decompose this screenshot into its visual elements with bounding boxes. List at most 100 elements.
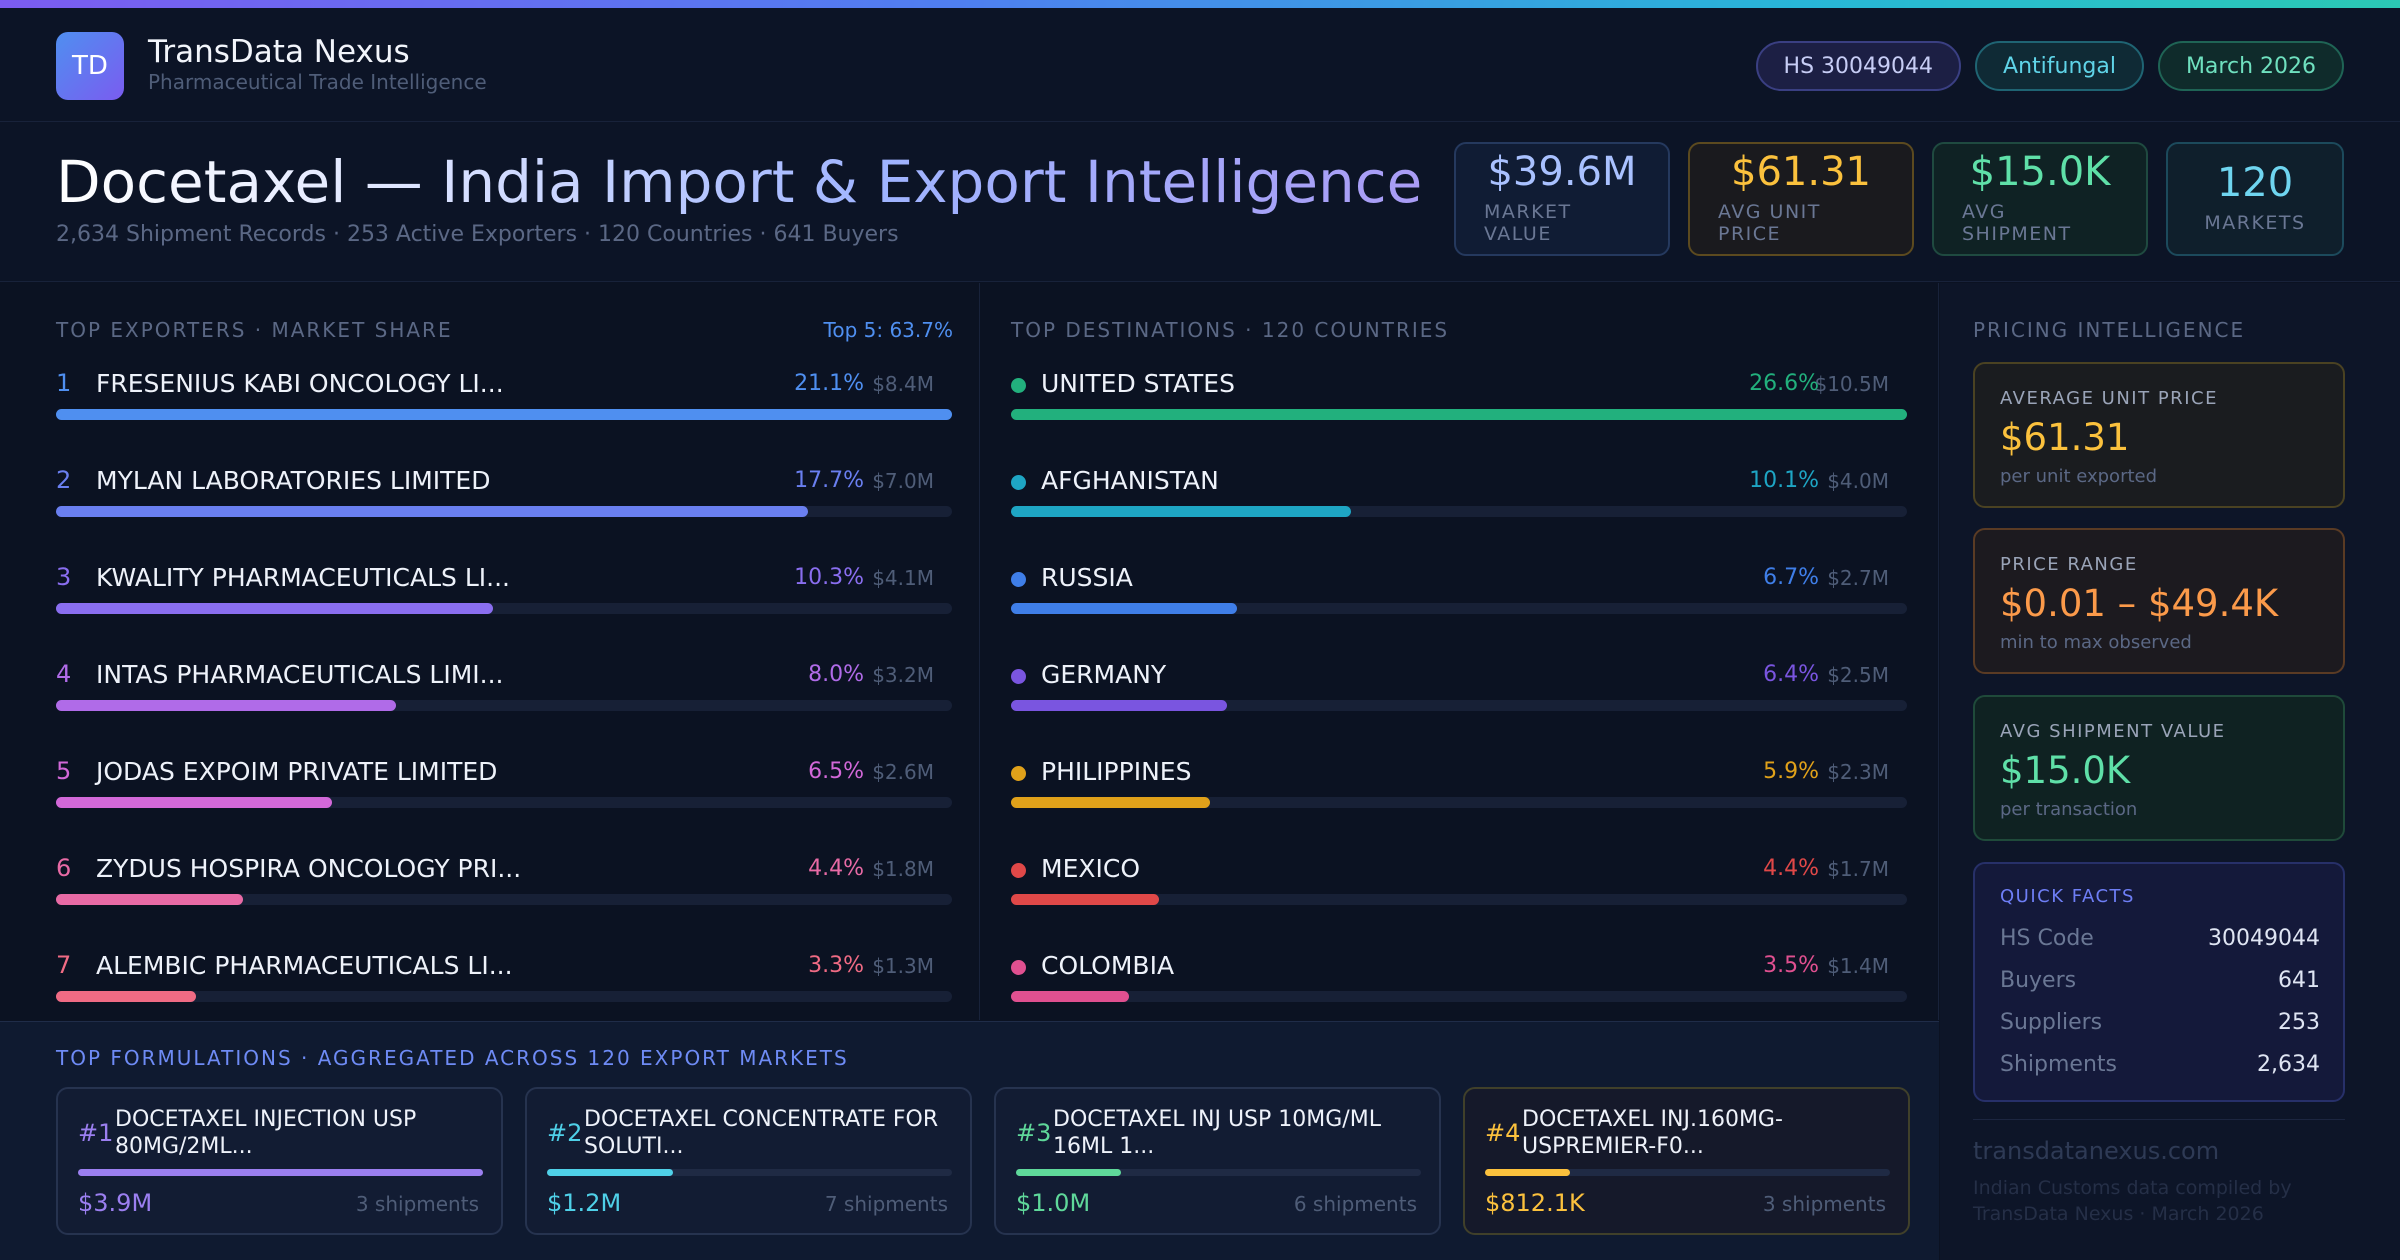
share-bar-fill xyxy=(56,991,197,1002)
formulation-bar-track xyxy=(1016,1169,1421,1176)
exporter-value: $2.6M xyxy=(872,760,934,784)
exporter-rank: 1 xyxy=(56,369,72,397)
sidebar-divider xyxy=(1973,1119,2345,1120)
kpi-value: $61.31 xyxy=(1731,149,1871,195)
formulation-bar-fill xyxy=(547,1169,673,1176)
date-pill[interactable]: March 2026 xyxy=(2157,41,2344,91)
formulation-name: DOCETAXEL INJ.160MG-USPREMIER-F0... xyxy=(1522,1107,1783,1159)
formulation-value: $3.9M xyxy=(78,1189,153,1217)
exporter-value: $7.0M xyxy=(872,469,934,493)
share-bar-track xyxy=(1011,506,1907,517)
share-bar-fill xyxy=(1011,797,1210,808)
hs-code-pill[interactable]: HS 30049044 xyxy=(1755,41,1962,91)
share-bar-track xyxy=(56,894,952,905)
formulation-shipments: 7 shipments xyxy=(824,1192,948,1216)
destination-name: GERMANY xyxy=(1041,660,1167,689)
share-bar-track xyxy=(56,797,952,808)
card-label: PRICE RANGE xyxy=(2000,554,2138,575)
kpi-label: MARKETS xyxy=(2204,212,2306,234)
formulation-bar-fill xyxy=(78,1169,483,1176)
title-section: Docetaxel — India Import & Export Intell… xyxy=(0,122,2400,282)
exporter-name: JODAS EXPOIM PRIVATE LIMITED xyxy=(96,757,498,786)
exporter-share-percent: 10.3% xyxy=(794,565,864,590)
avg-unit-price-card: AVERAGE UNIT PRICE $61.31 per unit expor… xyxy=(1973,362,2345,508)
share-bar-track xyxy=(56,506,952,517)
pricing-section-label: PRICING INTELLIGENCE xyxy=(1973,318,2246,342)
formulation-value: $812.1K xyxy=(1485,1189,1585,1217)
exporter-name: ZYDUS HOSPIRA ONCOLOGY PRI... xyxy=(96,854,522,883)
destination-share-percent: 6.4% xyxy=(1763,662,1819,687)
formulation-value: $1.2M xyxy=(547,1189,622,1217)
destination-value: $2.3M xyxy=(1827,760,1889,784)
fact-value: 2,634 xyxy=(2257,1052,2320,1077)
country-dot-icon xyxy=(1011,669,1026,684)
share-bar-fill xyxy=(1011,409,1907,420)
formulation-card[interactable]: #3 DOCETAXEL INJ USP 10MG/ML 16ML 1... $1.… xyxy=(994,1087,1441,1235)
pricing-sidebar: PRICING INTELLIGENCE AVERAGE UNIT PRICE … xyxy=(1940,283,2400,1260)
formulation-value: $1.0M xyxy=(1016,1189,1091,1217)
destination-share-percent: 5.9% xyxy=(1763,759,1819,784)
destination-value: $2.7M xyxy=(1827,566,1889,590)
formulation-card[interactable]: #4 DOCETAXEL INJ.160MG-USPREMIER-F0... $81… xyxy=(1463,1087,1910,1235)
exporter-row[interactable]: 1 FRESENIUS KABI ONCOLOGY LI... 21.1% $8.4M xyxy=(56,369,952,466)
share-bar-track xyxy=(1011,991,1907,1002)
destination-value: $1.7M xyxy=(1827,857,1889,881)
exporter-rank: 6 xyxy=(56,854,72,882)
formulation-rank: #2 xyxy=(547,1119,583,1147)
destination-share-percent: 3.5% xyxy=(1763,953,1819,978)
card-subtext: per unit exported xyxy=(2000,466,2158,487)
kpi-markets: 120 MARKETS xyxy=(2166,142,2344,256)
exporter-row[interactable]: 5 JODAS EXPOIM PRIVATE LIMITED 6.5% $2.6M xyxy=(56,757,952,854)
exporter-rank: 5 xyxy=(56,757,72,785)
destination-row[interactable]: AFGHANISTAN 10.1% $4.0M xyxy=(1011,466,1907,563)
exporter-row[interactable]: 3 KWALITY PHARMACEUTICALS LI... 10.3% $4.1M xyxy=(56,563,952,660)
exporter-name: KWALITY PHARMACEUTICALS LI... xyxy=(96,563,510,592)
destination-share-percent: 4.4% xyxy=(1763,856,1819,881)
app-header: TD TransData Nexus Pharmaceutical Trade … xyxy=(0,8,2400,122)
formulation-name: DOCETAXEL INJ USP 10MG/ML 16ML 1... xyxy=(1053,1107,1381,1159)
exporter-name: FRESENIUS KABI ONCOLOGY LI... xyxy=(96,369,504,398)
share-bar-fill xyxy=(1011,506,1352,517)
exporter-share-percent: 21.1% xyxy=(794,371,864,396)
country-dot-icon xyxy=(1011,378,1026,393)
formulation-bar-track xyxy=(547,1169,952,1176)
share-bar-fill xyxy=(56,797,333,808)
brand-name: TransData Nexus xyxy=(148,34,410,70)
exporter-value: $8.4M xyxy=(872,372,934,396)
destination-name: AFGHANISTAN xyxy=(1041,466,1219,495)
category-pill[interactable]: Antifungal xyxy=(1975,41,2144,91)
fact-key: Suppliers xyxy=(2000,1010,2103,1035)
kpi-value: 120 xyxy=(2216,160,2294,206)
destination-row[interactable]: MEXICO 4.4% $1.7M xyxy=(1011,854,1907,951)
card-subtext: per transaction xyxy=(2000,799,2138,820)
destination-row[interactable]: PHILIPPINES 5.9% $2.3M xyxy=(1011,757,1907,854)
share-bar-track xyxy=(56,700,952,711)
destination-row[interactable]: COLOMBIA 3.5% $1.4M xyxy=(1011,951,1907,1048)
kpi-cards: $39.6M MARKET VALUE $61.31 AVG UNIT PRIC… xyxy=(1454,142,2344,256)
kpi-label: AVG SHIPMENT xyxy=(1962,201,2072,245)
share-bar-fill xyxy=(56,894,243,905)
formulation-rank: #1 xyxy=(78,1119,114,1147)
country-dot-icon xyxy=(1011,766,1026,781)
exporter-row[interactable]: 6 ZYDUS HOSPIRA ONCOLOGY PRI... 4.4% $1.8M xyxy=(56,854,952,951)
card-value: $0.01 – $49.4K xyxy=(2000,582,2279,625)
formulation-bar-fill xyxy=(1485,1169,1571,1176)
site-link[interactable]: transdatanexus.com xyxy=(1973,1137,2220,1165)
formulation-card[interactable]: #1 DOCETAXEL INJECTION USP 80MG/2ML... $3.… xyxy=(56,1087,503,1235)
exporter-row[interactable]: 2 MYLAN LABORATORIES LIMITED 17.7% $7.0M xyxy=(56,466,952,563)
fact-key: HS Code xyxy=(2000,926,2094,951)
country-dot-icon xyxy=(1011,475,1026,490)
quick-facts-card: QUICK FACTS HS Code 30049044 Buyers 641 … xyxy=(1973,862,2345,1102)
formulation-name: DOCETAXEL CONCENTRATE FOR SOLUTI... xyxy=(584,1107,939,1159)
share-bar-track xyxy=(1011,894,1907,905)
exporter-row[interactable]: 4 INTAS PHARMACEUTICALS LIMI... 8.0% $3.2M xyxy=(56,660,952,757)
destination-row[interactable]: UNITED STATES 26.6% $10.5M xyxy=(1011,369,1907,466)
destination-value: $4.0M xyxy=(1827,469,1889,493)
destination-value: $10.5M xyxy=(1814,372,1889,396)
destination-row[interactable]: GERMANY 6.4% $2.5M xyxy=(1011,660,1907,757)
destination-value: $1.4M xyxy=(1827,954,1889,978)
exporter-row[interactable]: 7 ALEMBIC PHARMACEUTICALS LI... 3.3% $1.3M xyxy=(56,951,952,1048)
formulation-card[interactable]: #2 DOCETAXEL CONCENTRATE FOR SOLUTI... $1.… xyxy=(525,1087,972,1235)
destination-row[interactable]: RUSSIA 6.7% $2.7M xyxy=(1011,563,1907,660)
destination-name: RUSSIA xyxy=(1041,563,1133,592)
